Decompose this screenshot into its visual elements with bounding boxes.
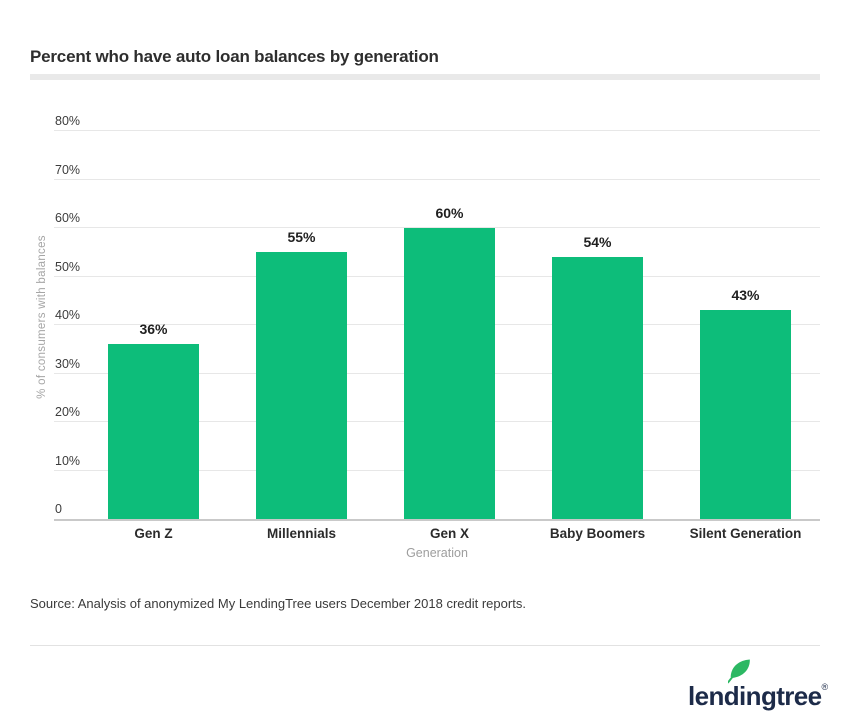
y-tick-label: 20% [55,405,81,419]
x-tick-label: Silent Generation [689,526,802,541]
bar [256,252,347,519]
bar-value-label: 60% [435,205,464,221]
x-tick-label: Baby Boomers [549,526,646,541]
bar [552,257,643,519]
logo-wordmark: lendingtree [688,681,822,711]
x-tick-label: Gen Z [134,526,173,541]
y-tick-label: 50% [55,259,81,274]
page-title: Percent who have auto loan balances by g… [30,47,439,66]
gridline [54,178,820,180]
x-axis: Gen Z Millennials Gen X Baby Boomers Silent … [54,526,820,544]
x-axis-title: Generation [406,546,468,560]
registered-trademark-icon: ® [821,682,829,692]
bar [108,344,199,519]
y-tick-label: 60% [55,211,81,225]
title-divider [30,74,820,80]
x-axis-line [54,519,820,521]
bar [700,310,791,519]
bar-value-label: 43% [731,287,760,304]
lendingtree-logo: lendingtree® [688,659,829,712]
bar-value-label: 55% [287,229,316,246]
gridline [54,130,820,131]
source-note: Source: Analysis of anonymized My Lendin… [30,596,526,611]
bar-value-label: 36% [139,321,168,338]
x-tick-label: Gen X [429,526,470,541]
footer-divider [30,645,820,646]
x-tick-label: Millennials [266,526,337,541]
plot-area: 0 10% 20% 30% 40% 50% 60% 70% 80% 36% 55% 60% 54% 43% [54,108,820,521]
y-tick-label: 30% [55,356,81,371]
y-tick-label: 80% [55,114,81,128]
y-axis-title: % of consumers with balances [36,235,48,399]
bar [404,228,495,519]
gridline [54,227,820,228]
bar-value-label: 54% [583,234,612,251]
y-tick-label: 0 [55,502,62,516]
y-tick-label: 10% [55,453,81,468]
leaf-icon [728,659,750,684]
y-tick-label: 70% [55,162,81,177]
y-tick-label: 40% [55,308,81,322]
